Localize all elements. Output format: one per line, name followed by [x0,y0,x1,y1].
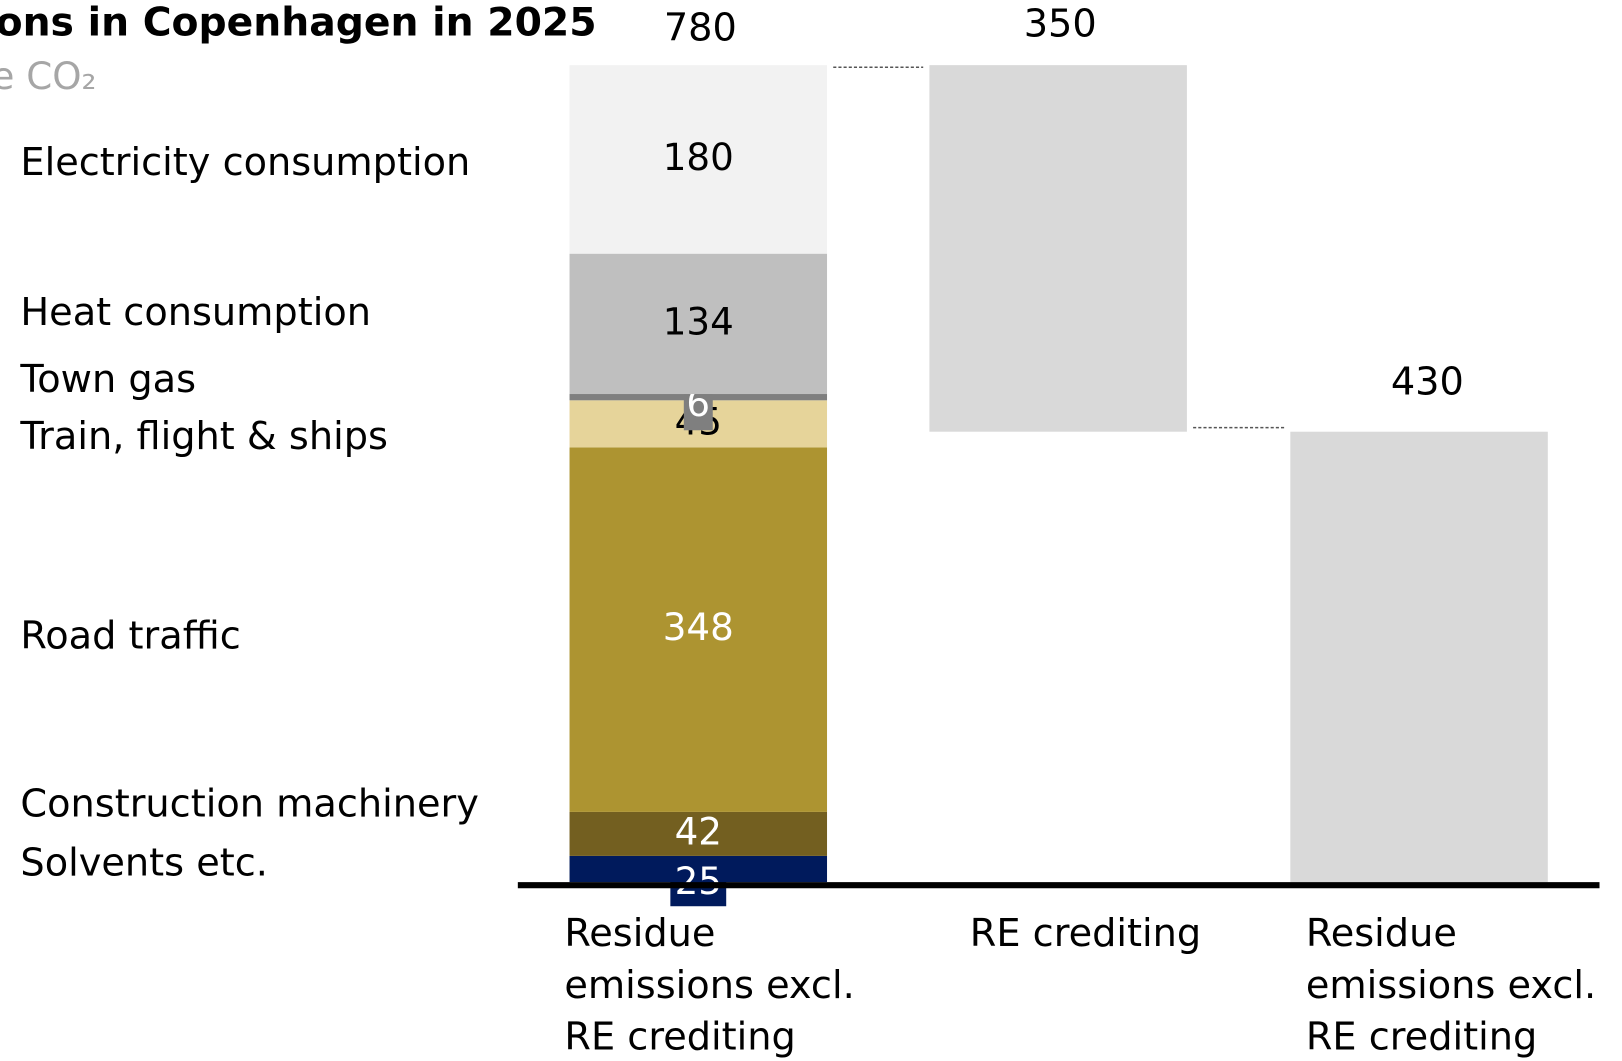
x-label-box: Residue emissions excl. RE crediting [1305,911,1597,1059]
bar [1290,431,1548,883]
chart-subtitle: e CO₂ [0,54,96,98]
x-tick-label: Residue emissions excl. RE crediting [564,911,855,1059]
legend-label: Heat consumption [20,290,371,335]
segment-label: 134 [663,299,734,343]
x-label-box: Residue emissions excl. RE crediting [564,911,855,1059]
legend-label: Electricity consumption [20,140,470,185]
chart-title: ons in Copenhagen in 2025 [0,0,597,45]
legend-label: Solvents etc. [20,840,268,885]
x-tick-label: RE crediting [969,911,1202,956]
legend-label: Train, flight & ships [19,414,387,459]
legend-label: Town gas [19,357,196,402]
legend-label: Construction machinery [20,781,478,826]
bar-segment [569,65,828,254]
segment-label: 42 [675,809,722,853]
bar-segment [569,811,828,856]
value-label: 350 [1024,1,1097,46]
segment-label: 25 [675,859,722,903]
x-label-box: RE crediting [969,911,1202,956]
bar [929,65,1187,432]
segment-label: 180 [663,135,734,179]
bar-segment [569,447,828,812]
legend-label: Road traffic [20,613,240,658]
bar-segment [569,253,828,395]
segment-label: 348 [663,605,734,649]
value-label: 430 [1391,360,1464,405]
total-label: 780 [664,5,737,50]
x-tick-label: Residue emissions excl. RE crediting [1305,911,1597,1059]
